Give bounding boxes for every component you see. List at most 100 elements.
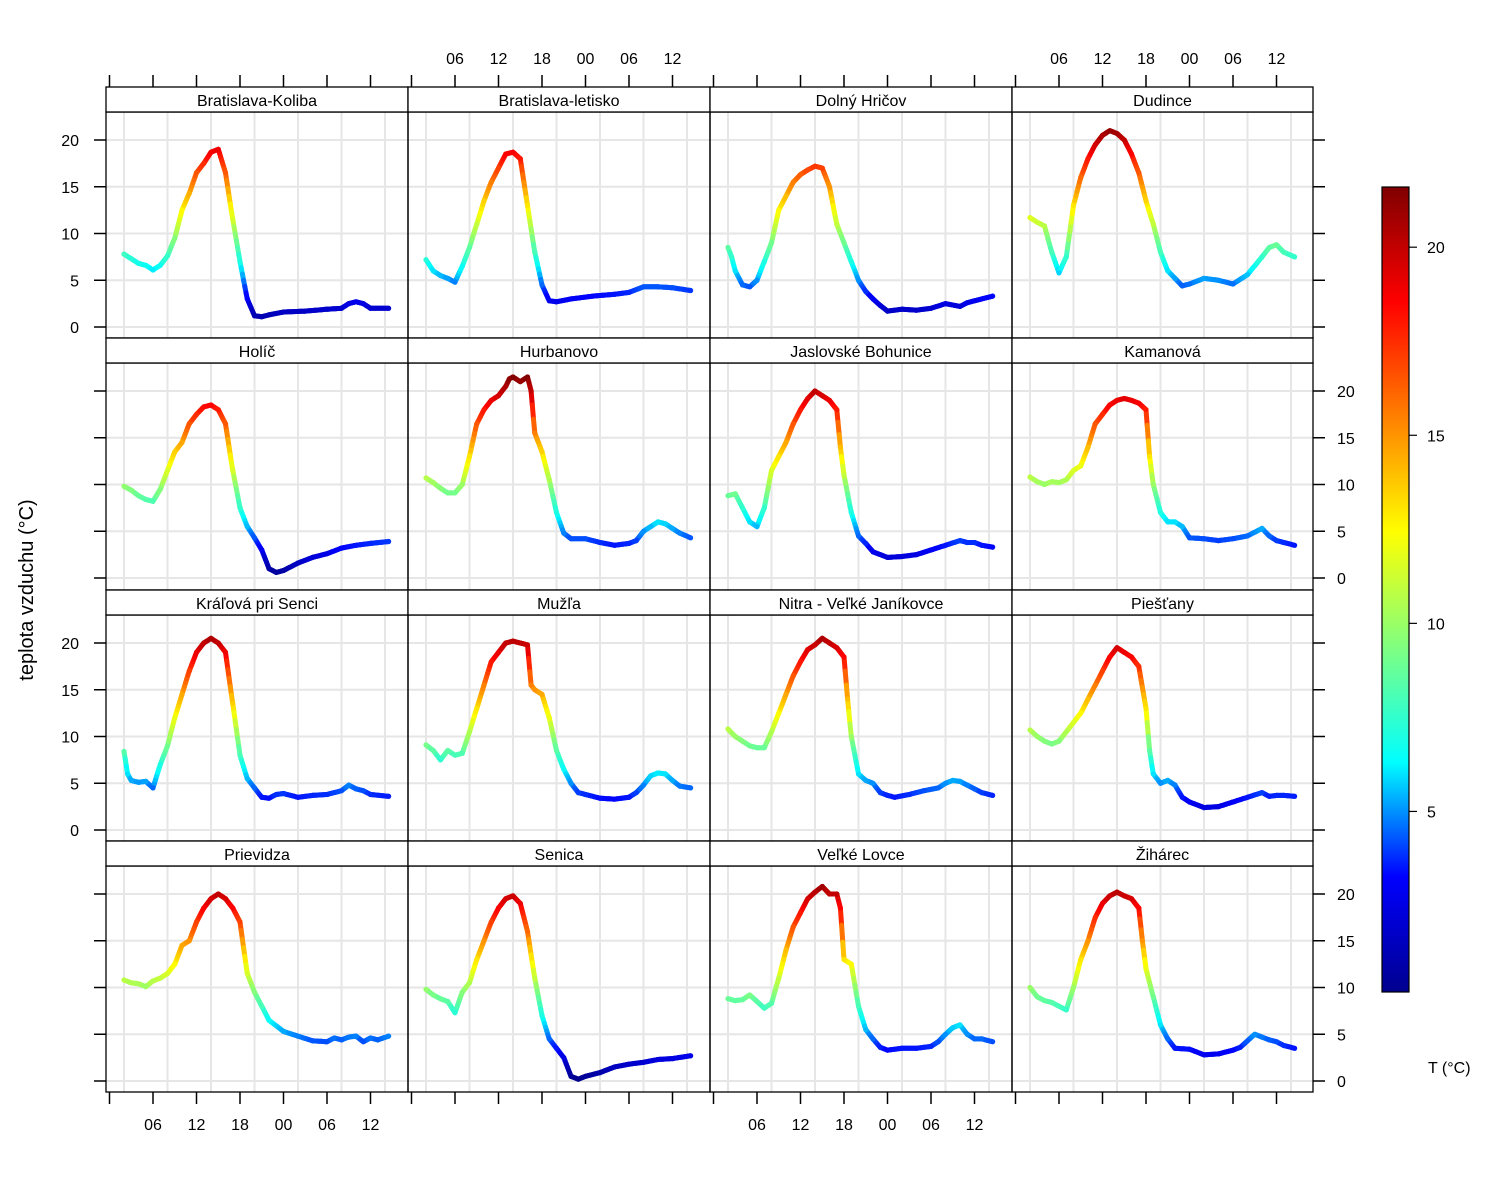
panel-title: Dudince: [1133, 93, 1192, 110]
data-point: [841, 956, 847, 963]
x-tick-label-bottom: 12: [966, 1117, 984, 1134]
data-point: [1179, 524, 1185, 530]
data-point: [510, 149, 516, 155]
data-point: [805, 896, 811, 902]
data-point: [1027, 984, 1033, 991]
colorbar-tick-label: 15: [1427, 428, 1445, 445]
data-point: [186, 938, 192, 944]
data-point: [1273, 242, 1280, 248]
data-point: [1179, 794, 1185, 800]
data-point: [517, 640, 523, 646]
x-tick-label-top: 00: [577, 51, 595, 68]
data-point: [532, 430, 538, 436]
series-segment: [840, 939, 847, 962]
data-point: [597, 1070, 603, 1076]
data-point: [244, 970, 250, 977]
data-point: [495, 165, 502, 171]
data-point: [640, 284, 647, 290]
data-point: [640, 1059, 647, 1065]
data-point: [201, 404, 207, 410]
panel-strip: [407, 337, 711, 364]
data-point: [819, 165, 825, 171]
data-point: [834, 221, 840, 227]
data-point: [1172, 275, 1178, 281]
data-point: [640, 782, 647, 788]
panel-6: [423, 374, 694, 548]
data-point: [971, 786, 978, 792]
data-point: [732, 998, 738, 1004]
data-point: [539, 691, 545, 698]
data-point: [633, 790, 639, 796]
panel-title: Dolný Hričov: [816, 93, 907, 110]
panel-frame: [1011, 111, 1314, 339]
x-tick-label-top: 06: [1224, 51, 1242, 68]
data-point: [841, 240, 847, 246]
data-point: [259, 547, 265, 553]
data-point: [539, 1012, 545, 1019]
data-point: [121, 748, 127, 755]
data-point: [1049, 249, 1055, 255]
data-point: [826, 397, 833, 403]
data-point: [251, 313, 258, 319]
data-point: [266, 1017, 272, 1023]
y-tick-label-left: 5: [70, 273, 79, 290]
data-point: [488, 659, 494, 665]
data-point: [819, 393, 825, 399]
data-point: [783, 193, 789, 199]
data-point: [1186, 281, 1193, 287]
data-point: [669, 285, 676, 291]
data-point: [957, 778, 963, 785]
colorbar-title: T (°C): [1428, 1060, 1471, 1077]
panel-5: [121, 402, 392, 576]
data-point: [990, 293, 996, 299]
data-point: [1085, 938, 1091, 944]
panel-title: Veľké Lovce: [817, 847, 904, 864]
data-point: [201, 160, 207, 166]
data-point: [1085, 696, 1091, 702]
data-point: [1121, 137, 1127, 143]
data-point: [805, 646, 811, 653]
data-point: [143, 984, 149, 990]
panel-title: Jaslovské Bohunice: [790, 344, 932, 361]
data-point: [826, 640, 833, 646]
data-point: [739, 997, 746, 1003]
data-point: [1281, 249, 1287, 255]
data-point: [338, 305, 345, 311]
panel-title: Kráľová pri Senci: [196, 596, 318, 613]
data-point: [445, 747, 451, 754]
data-point: [386, 305, 392, 311]
data-point: [346, 1034, 352, 1040]
data-point: [1150, 221, 1156, 227]
data-point: [611, 796, 618, 802]
data-point: [503, 896, 509, 902]
data-point: [776, 453, 782, 459]
data-point: [797, 910, 804, 916]
data-point: [259, 1003, 265, 1009]
data-point: [1136, 170, 1142, 176]
data-point: [1034, 994, 1040, 1000]
data-point: [1063, 254, 1069, 260]
data-point: [561, 766, 567, 772]
data-point: [841, 472, 847, 478]
x-tick-label-top: 12: [664, 51, 682, 68]
x-tick-label-bottom: 12: [792, 1117, 810, 1134]
data-point: [899, 553, 905, 560]
data-point: [648, 524, 654, 530]
panel-7: [725, 388, 996, 561]
data-point: [1281, 539, 1287, 546]
data-point: [1215, 538, 1222, 544]
x-tick-label-bottom: 18: [231, 1117, 249, 1134]
data-point: [913, 307, 920, 313]
data-point: [928, 1043, 934, 1049]
x-tick-label-top: 12: [1268, 51, 1286, 68]
data-point: [957, 1022, 963, 1028]
data-point: [280, 567, 287, 574]
data-point: [1259, 525, 1265, 532]
data-point: [568, 1073, 574, 1079]
data-point: [360, 1039, 366, 1045]
data-point: [669, 525, 676, 532]
data-point: [1128, 654, 1135, 660]
data-point: [870, 780, 876, 786]
data-point: [655, 519, 661, 525]
data-point: [662, 771, 668, 777]
